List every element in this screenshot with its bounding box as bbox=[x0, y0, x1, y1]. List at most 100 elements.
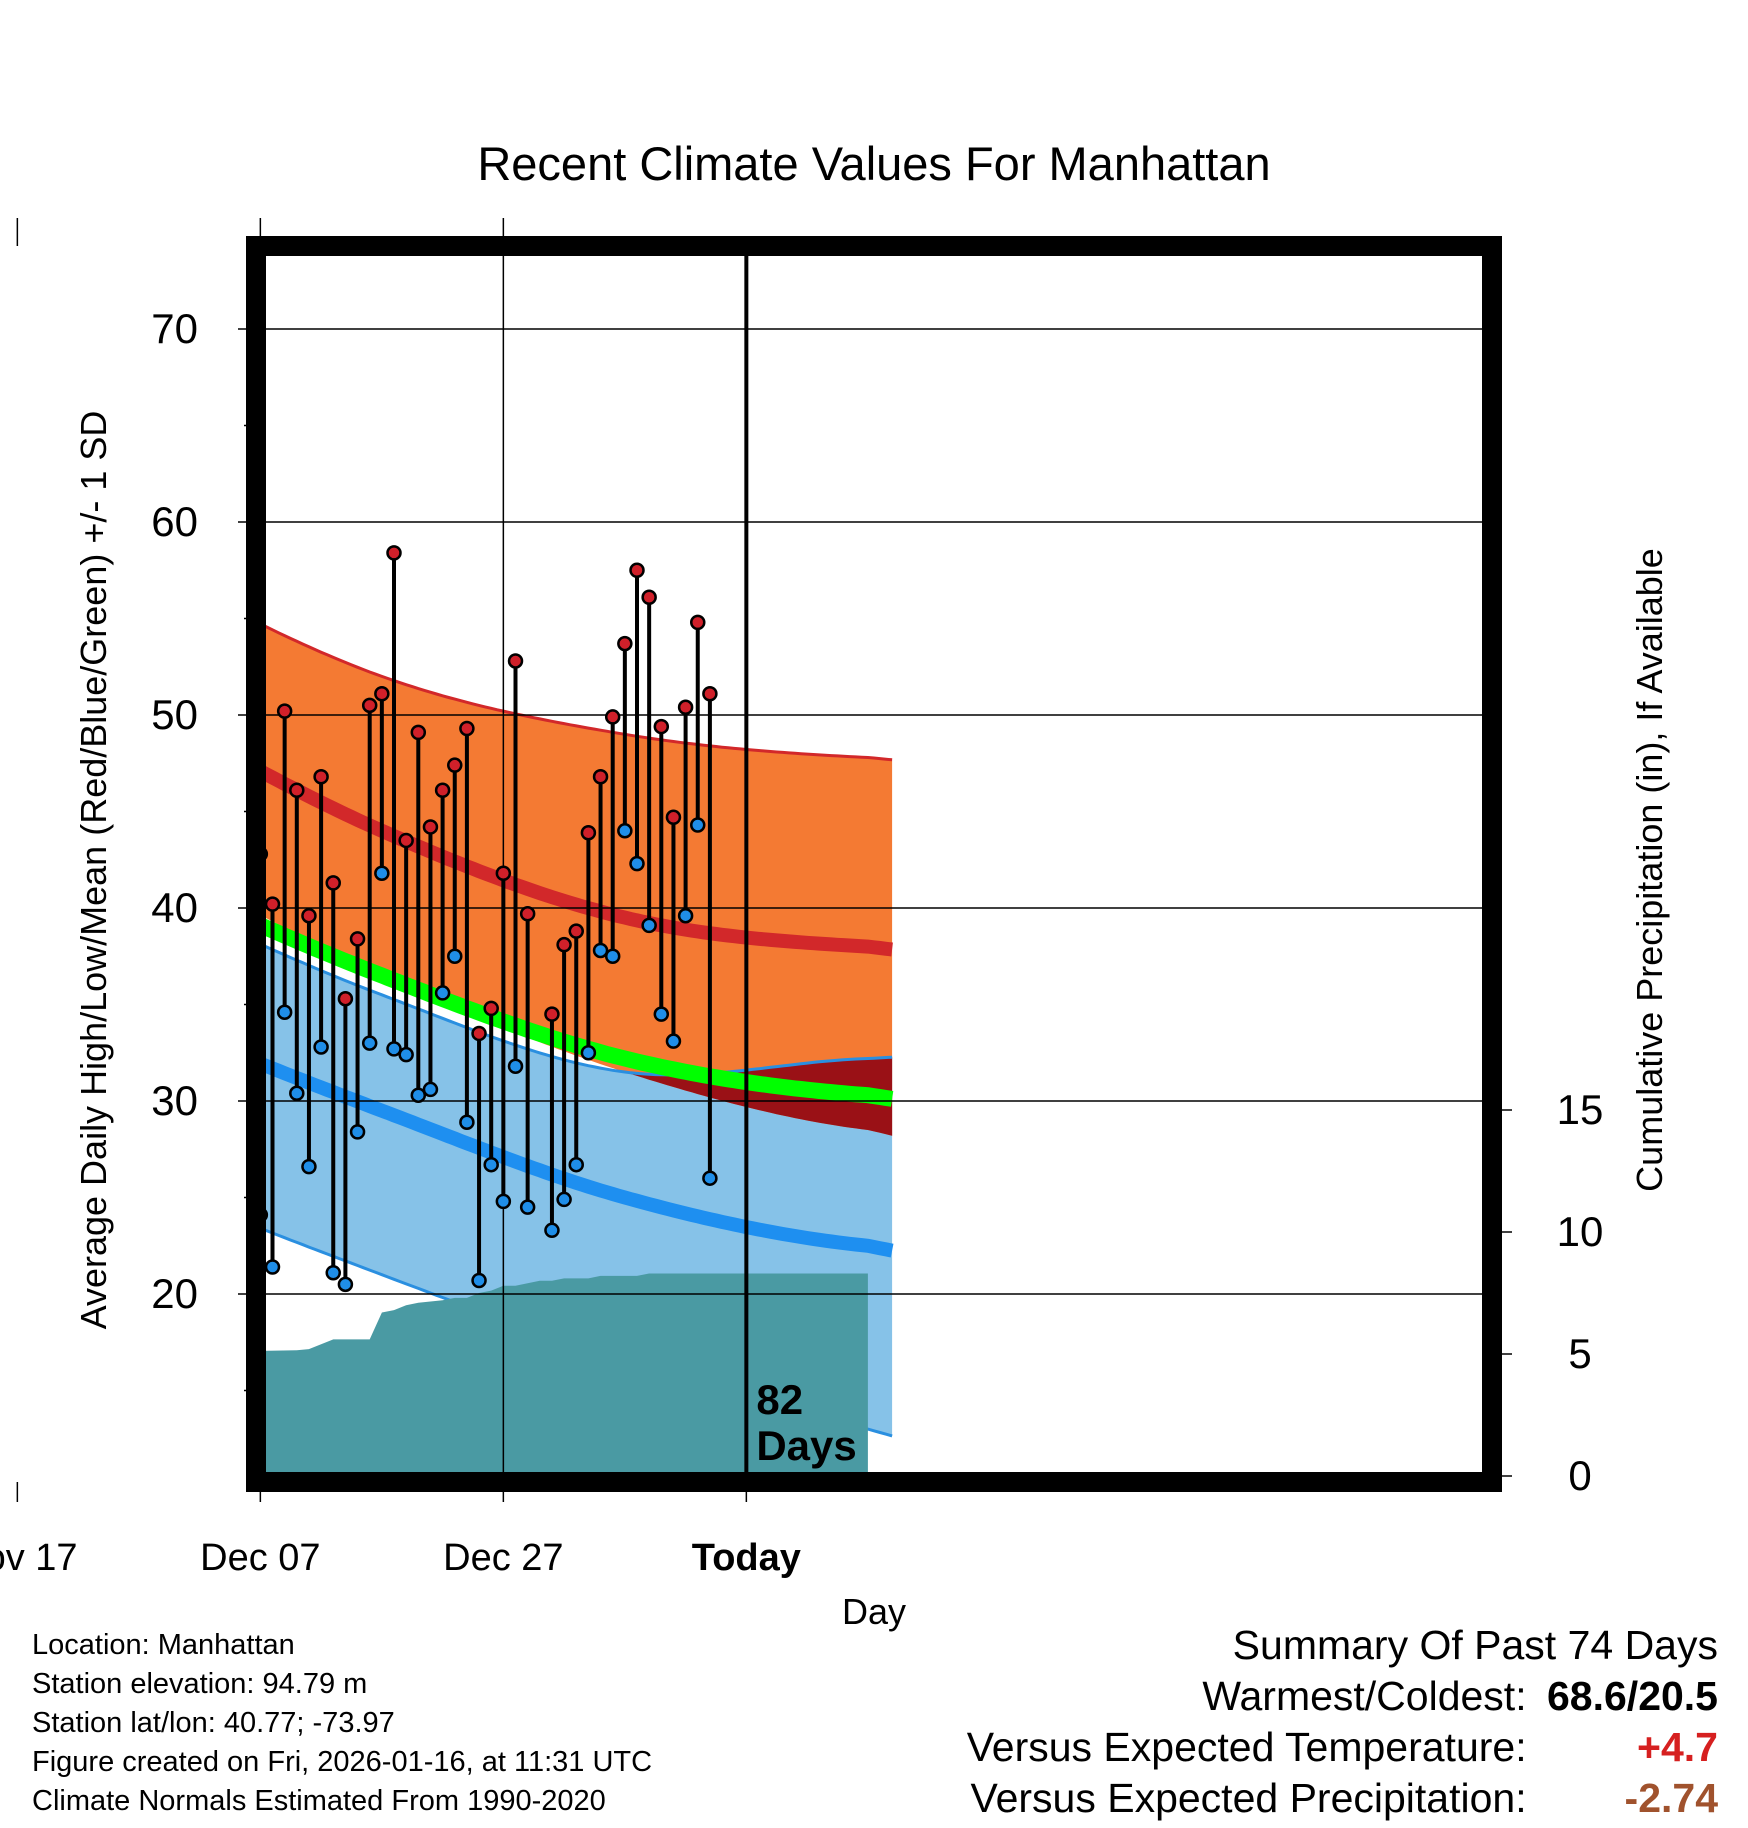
normals-text: Climate Normals Estimated From 1990-2020 bbox=[32, 1785, 606, 1817]
y-tick-label: 40 bbox=[151, 884, 198, 931]
daily-low-point bbox=[665, 1033, 682, 1049]
daily-high-point bbox=[629, 562, 645, 578]
daily-high-point bbox=[325, 875, 341, 891]
daily-high-point bbox=[447, 757, 463, 773]
daily-high-point bbox=[604, 709, 621, 725]
daily-low-point bbox=[193, 1056, 206, 1069]
x-tick-label: Dec 27 bbox=[443, 1537, 563, 1579]
daily-high-point bbox=[205, 836, 218, 849]
daily-high-point bbox=[653, 718, 670, 735]
daily-high-point bbox=[276, 703, 293, 719]
daily-low-point bbox=[11, 876, 24, 889]
latlon-text: Station lat/lon: 40.77; -73.97 bbox=[32, 1707, 395, 1739]
daily-high-point bbox=[398, 832, 414, 849]
daily-high-point bbox=[434, 782, 451, 799]
daily-high-point bbox=[568, 923, 584, 939]
daily-low-point bbox=[325, 1265, 341, 1281]
y-axis-right: 0 5 10 15 bbox=[1492, 1086, 1603, 1499]
temp-anomaly-value: +4.7 bbox=[1637, 1724, 1718, 1770]
daily-low-point bbox=[568, 1156, 584, 1173]
days-unit-label: Days bbox=[756, 1422, 856, 1469]
daily-high-point bbox=[702, 686, 718, 702]
daily-low-point bbox=[544, 1222, 560, 1239]
normal-bands bbox=[262, 623, 894, 1438]
daily-low-point bbox=[410, 1087, 427, 1103]
warmest-coldest-value: 68.6/20.5 bbox=[1547, 1673, 1718, 1719]
daily-high-point bbox=[459, 720, 475, 737]
daily-low-point bbox=[434, 985, 451, 1001]
y-tick-label: 70 bbox=[151, 305, 198, 352]
daily-high-point bbox=[313, 769, 329, 785]
station-metadata: Location: Manhattan Station elevation: 9… bbox=[32, 1626, 652, 1821]
daily-high-point bbox=[23, 608, 36, 621]
high-upper-edge bbox=[262, 623, 893, 762]
daily-low-point bbox=[629, 855, 645, 872]
daily-low-point bbox=[264, 1259, 281, 1275]
daily-low-point bbox=[313, 1039, 329, 1055]
created-text: Figure created on Fri, 2026-01-16, at 11… bbox=[32, 1746, 653, 1778]
daily-low-point bbox=[47, 705, 60, 718]
daily-high-point bbox=[301, 907, 317, 924]
daily-high-point bbox=[677, 699, 694, 716]
daily-high-point bbox=[349, 931, 366, 947]
daily-low-point bbox=[361, 1035, 378, 1051]
daily-low-point bbox=[386, 1041, 402, 1057]
precipitation-area bbox=[262, 1273, 868, 1476]
temp-anomaly-row: Versus Expected Temperature: +4.7 bbox=[967, 1722, 1718, 1773]
daily-low-point bbox=[459, 1114, 475, 1130]
y-right-tick-label: 0 bbox=[1568, 1452, 1591, 1499]
high-sd-band bbox=[262, 624, 893, 1136]
daily-low-point bbox=[337, 1276, 354, 1293]
daily-low-point bbox=[690, 817, 706, 833]
daily-low-point bbox=[23, 803, 36, 816]
daily-high-point bbox=[47, 458, 60, 471]
daily-high-point bbox=[410, 724, 427, 741]
daily-high-point bbox=[422, 819, 439, 835]
y-axis-label: Average Daily High/Low/Mean (Red/Blue/Gr… bbox=[73, 411, 114, 1330]
daily-low-point bbox=[556, 1191, 572, 1208]
plot-area bbox=[0, 246, 1482, 1476]
daily-low-point bbox=[422, 1081, 439, 1098]
precip-anomaly-label: Versus Expected Precipitation: bbox=[970, 1775, 1527, 1821]
daily-low-point bbox=[289, 1085, 305, 1102]
daily-low-point bbox=[519, 1199, 536, 1215]
daily-high-point bbox=[641, 589, 657, 606]
daily-high-point bbox=[289, 782, 305, 799]
y-axis-left: 20 30 40 50 60 70 bbox=[151, 305, 256, 1392]
daily-low-point bbox=[205, 1185, 218, 1198]
daily-high-point bbox=[361, 697, 378, 714]
daily-low-point bbox=[230, 1054, 243, 1067]
daily-low-point bbox=[677, 907, 694, 924]
daily-low-point bbox=[349, 1124, 366, 1140]
location-text: Location: Manhattan bbox=[32, 1629, 295, 1661]
daily-low-point bbox=[374, 865, 390, 882]
daily-low-point bbox=[217, 1262, 230, 1275]
daily-high-point bbox=[495, 865, 512, 882]
daily-low-point bbox=[495, 1193, 512, 1210]
daily-high-point bbox=[0, 598, 12, 611]
summary-heading: Summary Of Past 74 Days bbox=[1232, 1622, 1718, 1668]
y-tick-label: 20 bbox=[151, 1270, 198, 1317]
daily-high-point bbox=[507, 653, 524, 669]
daily-low-point bbox=[617, 823, 633, 839]
chart-title: Recent Climate Values For Manhattan bbox=[477, 137, 1270, 190]
daily-high-point bbox=[374, 686, 390, 702]
daily-high-point bbox=[690, 614, 706, 631]
warmest-coldest-row: Warmest/Coldest: 68.6/20.5 bbox=[967, 1671, 1718, 1722]
daily-high-point bbox=[59, 805, 72, 818]
daily-high-point bbox=[471, 1025, 487, 1042]
daily-high-point bbox=[665, 809, 682, 826]
daily-high-point bbox=[592, 769, 609, 785]
x-tick-label: Dec 07 bbox=[200, 1537, 320, 1579]
daily-low-point bbox=[471, 1272, 487, 1289]
daily-low-point bbox=[447, 948, 463, 964]
temp-anomaly-label: Versus Expected Temperature: bbox=[966, 1724, 1527, 1770]
daily-low-point bbox=[653, 1006, 670, 1022]
precip-anomaly-row: Versus Expected Precipitation: -2.74 bbox=[967, 1773, 1719, 1824]
daily-high-point bbox=[386, 545, 402, 561]
daily-range-bars bbox=[0, 458, 718, 1293]
y-right-tick-label: 15 bbox=[1557, 1086, 1604, 1133]
daily-low-point bbox=[35, 712, 48, 725]
daily-high-point bbox=[519, 906, 536, 922]
